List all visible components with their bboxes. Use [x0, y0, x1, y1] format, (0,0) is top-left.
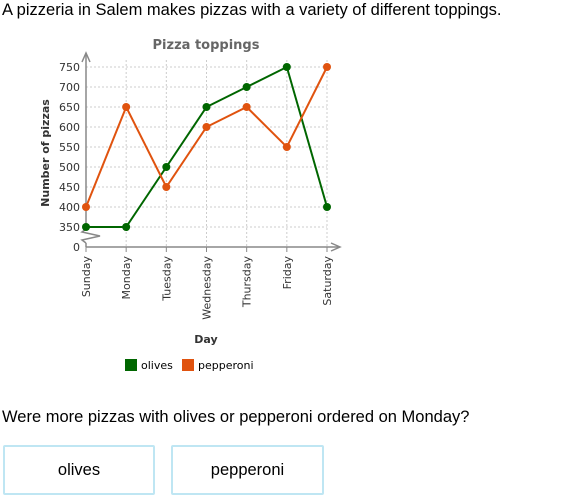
data-point-olives-wednesday [202, 103, 211, 111]
y-tick-label-650: 650 [59, 101, 80, 114]
axes [80, 51, 342, 252]
x-axis-label: Day [194, 333, 217, 346]
data-point-olives-tuesday [162, 163, 171, 171]
grid-lines [86, 60, 328, 247]
y-axis-label: Number of pizzas [39, 99, 52, 207]
legend-label-pepperoni: pepperoni [198, 359, 254, 372]
legend: olives pepperoni [125, 359, 254, 372]
x-tick-label-wednesday: Wednesday [201, 256, 214, 320]
y-tick-labels: 0 350 400 450 500 550 600 650 700 750 [59, 61, 80, 254]
answer-olives-button[interactable]: olives [3, 445, 155, 495]
x-axis-arrow [330, 242, 342, 252]
axis-break-zigzag [80, 228, 101, 244]
x-tick-label-sunday: Sunday [80, 256, 93, 298]
data-point-pepperoni-sunday [82, 203, 90, 211]
data-point-olives-thursday [242, 83, 251, 91]
y-tick-label-350: 350 [59, 221, 80, 234]
question-text: Were more pizzas with olives or pepperon… [2, 408, 470, 426]
x-tick-label-saturday: Saturday [321, 256, 334, 306]
data-point-pepperoni-friday [282, 143, 291, 151]
data-point-olives-monday [122, 223, 131, 231]
x-tick-label-monday: Monday [120, 256, 133, 300]
legend-label-olives: olives [141, 359, 173, 372]
series-lines [82, 63, 331, 231]
y-tick-label-450: 450 [59, 181, 80, 194]
chart-title: Pizza toppings [153, 38, 260, 53]
y-tick-label-400: 400 [59, 201, 80, 214]
y-tick-label-500: 500 [59, 161, 80, 174]
problem-prompt: A pizzeria in Salem makes pizzas with a … [2, 1, 502, 19]
y-tick-label-750: 750 [59, 61, 80, 74]
data-point-pepperoni-thursday [242, 103, 251, 111]
y-tick-label-700: 700 [59, 81, 80, 94]
answer-pepperoni-button[interactable]: pepperoni [171, 445, 324, 495]
x-tick-label-tuesday: Tuesday [160, 256, 173, 302]
pizza-toppings-chart: Pizza toppings 0 350 400 450 500 550 600 650 700… [39, 38, 342, 372]
y-tick-label-0: 0 [73, 241, 80, 254]
legend-swatch-olives [125, 359, 137, 371]
x-tick-labels: Sunday Monday Tuesday Wednesday Thursday Frid… [80, 256, 334, 320]
y-tick-label-600: 600 [59, 121, 80, 134]
data-point-olives-sunday [82, 223, 90, 231]
data-point-pepperoni-saturday [323, 63, 331, 71]
data-point-pepperoni-monday [122, 103, 131, 111]
data-point-olives-friday [282, 63, 291, 71]
y-tick-label-550: 550 [59, 141, 80, 154]
data-point-pepperoni-wednesday [202, 123, 211, 131]
data-point-olives-saturday [323, 203, 331, 211]
x-tick-label-friday: Friday [281, 256, 294, 290]
legend-swatch-pepperoni [182, 359, 194, 371]
y-axis-arrow [81, 51, 91, 63]
x-tick-label-thursday: Thursday [241, 256, 254, 309]
data-point-pepperoni-tuesday [162, 183, 171, 191]
